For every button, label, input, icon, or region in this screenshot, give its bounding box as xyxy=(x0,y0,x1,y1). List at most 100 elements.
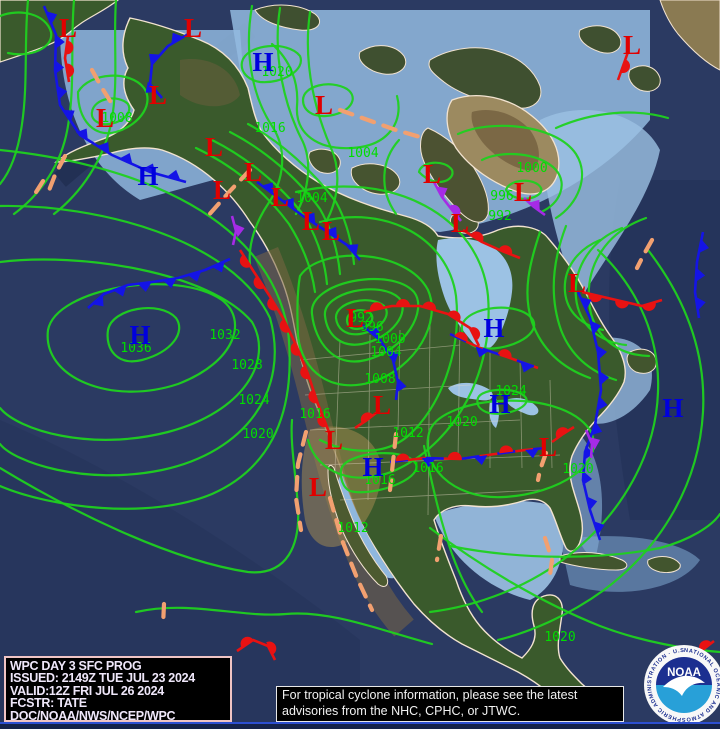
caribbean-banks xyxy=(560,536,700,592)
island-arctic-ne xyxy=(628,65,661,92)
land-north-america xyxy=(54,17,626,729)
warm-front xyxy=(616,51,630,81)
trough-front xyxy=(30,178,46,200)
isobar-value-label: 1024 xyxy=(238,393,269,408)
baja-peninsula xyxy=(327,464,389,587)
isobar-value-label: 1016 xyxy=(364,473,395,488)
issuance-info-box: WPC DAY 3 SFC PROG ISSUED: 2149Z TUE JUL… xyxy=(4,656,232,722)
cold-front xyxy=(693,231,709,319)
high-pressure-center: H xyxy=(489,389,510,419)
cold-front xyxy=(361,324,407,401)
trough-front xyxy=(542,535,555,585)
low-pressure-center: L xyxy=(149,80,167,110)
map-bottom-edge xyxy=(0,722,720,729)
noaa-logo-text: NOAA xyxy=(667,667,701,679)
low-pressure-center: L xyxy=(213,175,231,205)
cold-front xyxy=(87,257,231,309)
gulf-of-california xyxy=(337,474,394,579)
island-banks xyxy=(308,148,341,174)
agency-line: DOC/NOAA/NWS/NCEP/WPC xyxy=(10,708,176,723)
low-pressure-center: L xyxy=(302,206,320,236)
low-pressure-center: L xyxy=(309,472,327,502)
occluded-front xyxy=(584,429,601,459)
low-pressure-center: L xyxy=(96,103,114,133)
isobar-value-label: 1016 xyxy=(299,407,330,422)
low-pressure-center: L xyxy=(205,132,223,162)
low-pressure-center: L xyxy=(184,13,202,43)
isobar-value-label: 1008 xyxy=(101,111,132,126)
low-pressure-center: L xyxy=(373,390,391,420)
tropical-line-1: For tropical cyclone information, please… xyxy=(282,688,578,702)
tropical-line-2: advisories from the NHC, CPHC, or JTWC. xyxy=(282,703,521,718)
isobar-labels-layer: 1036 1032 1028 1024 1020 1008 1016 1020 1004 1004… xyxy=(101,65,593,645)
low-pressure-center: L xyxy=(539,432,557,462)
low-pressure-center: L xyxy=(271,182,289,212)
cold-front xyxy=(256,180,361,261)
isobar-value-label: 1016 xyxy=(254,121,285,136)
warm-front xyxy=(551,425,575,444)
isobar-value-label: 1012 xyxy=(392,426,423,441)
high-pressure-center: H xyxy=(483,313,504,343)
low-pressure-center: L xyxy=(346,303,364,333)
isobar-value-label: 1020 xyxy=(261,65,292,80)
high-pressure-center: H xyxy=(362,452,383,482)
isobar-value-label: 1004 xyxy=(370,345,401,360)
isobar-value-label: 1020 xyxy=(242,427,273,442)
isobar-value-label: 1036 xyxy=(120,341,151,356)
trough-front xyxy=(293,429,309,533)
trough-front xyxy=(535,450,549,483)
isobar-value-label: 1016 xyxy=(412,461,443,476)
warm-front xyxy=(363,299,481,347)
low-pressure-center: L xyxy=(451,208,469,238)
trough-front xyxy=(387,431,399,493)
trough-front xyxy=(337,107,423,140)
low-pressure-center: L xyxy=(59,13,77,43)
cold-front xyxy=(42,5,187,184)
warm-front xyxy=(581,290,663,311)
baffin-bay xyxy=(540,110,660,300)
high-pressure-center: H xyxy=(662,393,683,423)
low-pressure-center: L xyxy=(315,90,333,120)
isobar-value-label: 992 xyxy=(488,209,511,224)
trough-front xyxy=(327,495,375,613)
cold-front xyxy=(576,291,610,541)
island-wrangel xyxy=(254,4,320,31)
isobar-value-label: 1000 xyxy=(516,161,547,176)
warm-front xyxy=(236,636,277,661)
warm-front xyxy=(462,228,521,260)
gulf-of-mexico xyxy=(434,500,564,600)
low-pressure-center: L xyxy=(322,216,340,246)
isobar-value-label: 1020 xyxy=(446,415,477,430)
fronts-layer xyxy=(30,5,715,668)
forecaster-line: FCSTR: TATE xyxy=(10,696,87,711)
warm-front xyxy=(354,408,381,430)
warm-front xyxy=(238,249,331,433)
noaa-seagull-icon xyxy=(663,675,705,696)
high-pressure-center: H xyxy=(252,47,273,77)
tropical-advisory-box: For tropical cyclone information, please… xyxy=(276,686,624,722)
low-pressure-center: L xyxy=(423,159,441,189)
trough-front xyxy=(160,601,167,629)
occluded-front xyxy=(432,181,463,222)
trough-front xyxy=(45,153,68,196)
high-pressure-center: H xyxy=(137,161,158,191)
isobar-value-label: 1024 xyxy=(495,384,526,399)
isobar-value-label: 1032 xyxy=(209,328,240,343)
isobar-value-label: 1004 xyxy=(347,146,378,161)
isobar-value-label: 996 xyxy=(490,189,513,204)
terrain-alaska xyxy=(180,59,240,107)
isobar-value-label: 1020 xyxy=(562,462,593,477)
island-devon xyxy=(578,25,622,54)
cold-front xyxy=(145,31,191,99)
land-chukotka xyxy=(0,0,119,63)
greenland-edge xyxy=(659,0,720,71)
noaa-logo-top xyxy=(656,657,712,685)
isobar-value-label: 1012 xyxy=(337,521,368,536)
low-pressure-center: L xyxy=(244,157,262,187)
trough-front xyxy=(89,67,115,107)
trough-front xyxy=(434,533,444,563)
low-pressure-center: L xyxy=(514,177,532,207)
